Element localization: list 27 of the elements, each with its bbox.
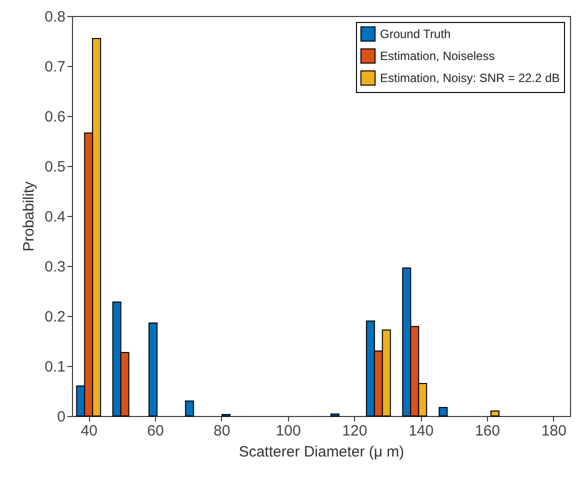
y-tick-label: 0.4 [44, 208, 66, 226]
legend-label: Estimation, Noisy: SNR = 22.2 dB [380, 71, 560, 85]
x-tick-label: 80 [214, 422, 230, 440]
bar [148, 322, 158, 416]
y-tick-label: 0.8 [44, 8, 66, 26]
legend-label: Estimation, Noiseless [380, 49, 495, 63]
legend-label: Ground Truth [380, 27, 451, 41]
x-tick-label: 180 [541, 422, 566, 440]
y-tick-label: 0.2 [44, 308, 66, 326]
y-axis-title: Probability [20, 180, 38, 252]
y-tick-label: 0.6 [44, 108, 66, 126]
x-tick-label: 100 [276, 422, 301, 440]
y-tick-label: 0.3 [44, 258, 66, 276]
x-axis-title: Scatterer Diameter (μ m) [238, 444, 404, 460]
x-tick-label: 160 [474, 422, 500, 440]
x-tick-label: 120 [342, 422, 368, 440]
bar [438, 407, 448, 416]
y-tick-label: 0 [57, 408, 66, 426]
x-tick-label: 140 [408, 422, 434, 440]
y-tick-label: 0.7 [44, 58, 66, 76]
bar [330, 414, 340, 416]
x-tick-label: 60 [147, 422, 164, 440]
bar [490, 410, 500, 416]
bar [185, 400, 194, 416]
y-tick-label: 0.1 [44, 358, 66, 376]
y-tick-label: 0.5 [44, 158, 66, 176]
x-tick-label: 40 [80, 422, 98, 440]
